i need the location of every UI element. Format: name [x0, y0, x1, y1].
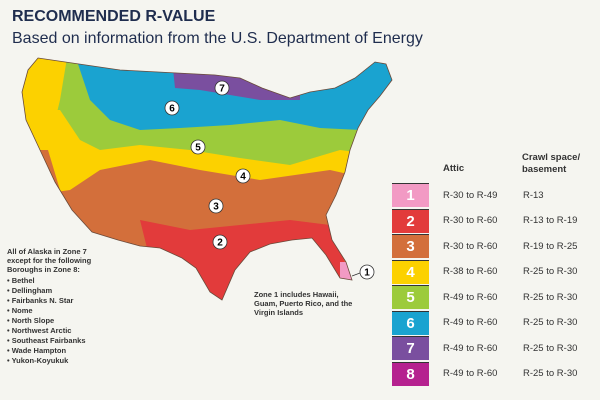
attic-value: R-38 to R-60 [443, 266, 498, 277]
subtitle: Based on information from the U.S. Depar… [12, 30, 423, 47]
zone-swatch: 4 [392, 259, 429, 284]
zone-swatch: 2 [392, 208, 429, 233]
borough-item: • Fairbanks N. Star [7, 296, 74, 305]
crawl-value: R-25 to R-30 [523, 368, 578, 379]
borough-item: • Nome [7, 306, 33, 315]
alaska-note: All of Alaska in Zone 7 except for the f… [7, 247, 97, 366]
attic-value: R-49 to R-60 [443, 291, 498, 303]
attic-value: R-30 to R-60 [443, 240, 498, 252]
zone-marker-label: 4 [240, 172, 246, 183]
zone-row-1: 1 R-30 to R-49 R-13 [392, 183, 600, 207]
crawl-value: R-19 to R-25 [523, 240, 578, 252]
zone-row-7: 7 R-49 to R-60 R-25 to R-30 [392, 336, 600, 360]
zone-marker-label: 3 [213, 202, 219, 213]
zone-marker-4 [235, 168, 251, 184]
title: RECOMMENDED R-VALUE [12, 8, 216, 25]
attic-value: R-49 to R-60 [443, 342, 498, 354]
zone-1-region [340, 262, 360, 290]
borough-item: • Southeast Fairbanks [7, 336, 86, 345]
crawl-value: R-25 to R-30 [523, 317, 578, 328]
zone-marker-label: 5 [195, 143, 201, 154]
crawl-header: Crawl space/ basement [522, 152, 581, 175]
attic-value: R-30 to R-49 [443, 189, 498, 201]
zone-4c-region [22, 58, 70, 150]
zone-swatch: 3 [392, 234, 429, 258]
borough-item: • Yukon-Koyukuk [7, 356, 69, 365]
borough-item: • North Slope [7, 316, 55, 325]
crawl-value: R-13 [523, 189, 544, 201]
zone-swatch: 5 [392, 285, 429, 309]
borough-item: • Northwest Arctic [7, 326, 72, 335]
zone-marker-3 [208, 198, 224, 214]
zone-swatch: 8 [392, 361, 429, 386]
attic-header: Attic [443, 163, 465, 174]
zone-marker-label: 2 [217, 238, 223, 249]
attic-value: R-30 to R-60 [443, 215, 498, 226]
attic-value: R-49 to R-60 [443, 368, 498, 379]
borough-item: • Dellingham [7, 286, 53, 295]
borough-item: • Wade Hampton [7, 346, 67, 355]
crawl-value: R-25 to R-30 [523, 266, 578, 277]
zone-row-5: 5 R-49 to R-60 R-25 to R-30 [392, 285, 600, 309]
zone-row-8: 8 R-49 to R-60 R-25 to R-30 [392, 361, 600, 386]
crawl-value: R-13 to R-19 [523, 215, 578, 226]
zone-row-2: 2 R-30 to R-60 R-13 to R-19 [392, 208, 600, 233]
zone-marker-2 [212, 234, 228, 250]
zone-marker-5 [190, 139, 206, 155]
us-outline [21, 57, 393, 301]
zone-marker-6 [164, 100, 180, 116]
crawl-value: R-25 to R-30 [523, 342, 578, 354]
attic-value: R-49 to R-60 [443, 317, 498, 328]
zone-swatch: 1 [392, 183, 429, 207]
zone-row-3: 3 R-30 to R-60 R-19 to R-25 [392, 234, 600, 258]
zone-row-6: 6 R-49 to R-60 R-25 to R-30 [392, 310, 600, 335]
zone-marker-1 [359, 264, 375, 280]
zone-row-4: 4 R-38 to R-60 R-25 to R-30 [392, 259, 600, 284]
zone1-note: Zone 1 includes Hawaii, Guam, Puerto Ric… [254, 290, 353, 317]
alaska-intro: All of Alaska in Zone 7 except for the f… [7, 247, 92, 274]
zone-marker-7 [214, 80, 230, 96]
zone-swatch: 6 [392, 310, 429, 335]
zone-swatch: 7 [392, 336, 429, 360]
zone-marker-label: 7 [219, 84, 225, 95]
crawl-value: R-25 to R-30 [523, 291, 578, 303]
zone-marker-label: 6 [169, 104, 175, 115]
borough-item: • Bethel [7, 276, 35, 285]
zone-marker-label: 1 [364, 268, 370, 279]
